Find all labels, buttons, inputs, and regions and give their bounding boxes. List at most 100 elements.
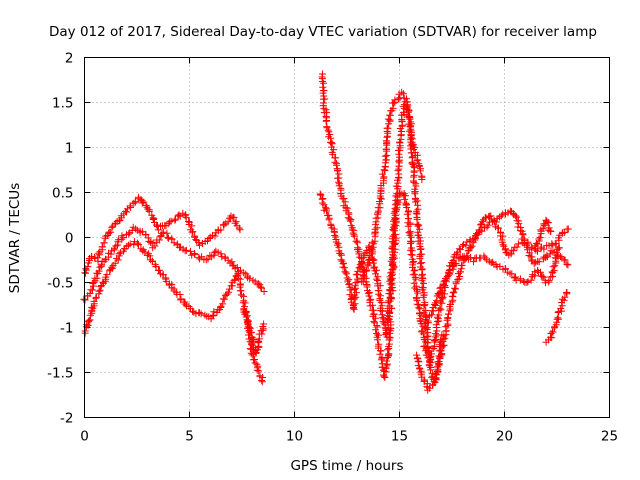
data-point	[341, 198, 349, 206]
data-point	[182, 214, 190, 222]
data-point	[392, 182, 400, 190]
data-point	[167, 217, 175, 225]
data-point	[411, 274, 419, 281]
data-point	[378, 170, 386, 178]
data-point	[540, 273, 548, 281]
data-point	[164, 233, 172, 241]
data-point	[327, 138, 334, 146]
data-point	[399, 90, 407, 98]
data-point	[349, 229, 357, 237]
data-point	[217, 226, 225, 234]
data-point	[410, 267, 418, 275]
data-point	[416, 255, 424, 263]
data-point	[408, 159, 416, 167]
data-point	[384, 115, 392, 123]
data-point	[319, 199, 327, 207]
series-track-5	[318, 70, 446, 386]
data-point	[415, 304, 423, 312]
data-point	[253, 366, 261, 374]
data-point	[436, 304, 444, 312]
data-point	[420, 302, 428, 310]
data-point	[142, 202, 150, 209]
data-point	[378, 311, 386, 319]
data-point	[320, 79, 328, 87]
data-point	[258, 330, 266, 338]
data-point	[484, 221, 492, 229]
data-point	[535, 235, 543, 243]
data-point	[513, 243, 521, 251]
data-point	[543, 251, 551, 259]
data-point	[352, 279, 360, 286]
data-point	[235, 224, 243, 232]
data-point	[550, 267, 558, 275]
data-point	[84, 263, 92, 271]
data-point	[555, 244, 563, 252]
data-point	[452, 260, 460, 268]
data-point	[413, 300, 421, 308]
data-point	[355, 250, 363, 258]
data-point	[415, 225, 423, 233]
data-point	[376, 282, 384, 290]
x-tick-label: 15	[391, 429, 408, 445]
data-point	[117, 249, 124, 257]
data-point	[438, 295, 446, 303]
data-point	[246, 275, 254, 283]
data-point	[455, 254, 463, 262]
data-point	[558, 302, 566, 310]
data-point	[85, 317, 93, 325]
data-point	[373, 275, 381, 283]
data-point	[92, 293, 100, 301]
plot-frame	[84, 57, 610, 418]
data-point	[436, 354, 444, 362]
data-point	[390, 209, 398, 217]
data-point	[487, 212, 495, 220]
data-point	[396, 153, 403, 161]
data-point	[351, 282, 359, 290]
data-point	[351, 300, 359, 308]
data-point	[528, 243, 536, 251]
data-point	[387, 284, 395, 292]
data-point	[419, 330, 427, 338]
y-axis-label: SDTVAR / TECUs	[7, 183, 23, 293]
data-point	[372, 314, 380, 322]
data-point	[356, 261, 364, 269]
data-point	[241, 310, 249, 318]
data-point	[103, 271, 111, 279]
data-point	[377, 298, 385, 306]
gridlines	[84, 57, 610, 418]
data-point	[115, 250, 123, 258]
data-point	[412, 182, 420, 190]
data-point	[195, 309, 203, 317]
data-point	[524, 278, 532, 286]
data-point	[125, 241, 132, 249]
data-point	[438, 350, 446, 358]
series-track-9	[421, 244, 563, 332]
data-point	[197, 310, 205, 318]
x-tick-label: 25	[601, 429, 618, 445]
data-point	[410, 171, 418, 179]
data-point	[257, 283, 265, 291]
y-tick-label: 0.5	[52, 186, 73, 202]
data-point	[395, 157, 403, 165]
data-point	[175, 211, 183, 219]
data-point	[377, 195, 385, 203]
data-point	[410, 178, 418, 186]
data-point	[436, 284, 444, 292]
data-point	[245, 317, 252, 325]
data-point	[360, 271, 367, 279]
x-tick-label: 20	[496, 429, 513, 445]
data-point	[514, 240, 522, 248]
data-point	[547, 228, 555, 235]
data-point	[467, 243, 475, 251]
data-point	[437, 298, 445, 306]
data-point	[350, 232, 358, 240]
data-point	[499, 232, 507, 240]
data-point	[155, 236, 163, 244]
data-point	[395, 95, 402, 103]
data-point	[367, 295, 375, 303]
data-point	[417, 245, 425, 253]
data-point	[523, 279, 531, 286]
y-tick-label: -2	[60, 411, 73, 427]
data-point	[145, 208, 153, 215]
series-track-10	[542, 288, 571, 346]
